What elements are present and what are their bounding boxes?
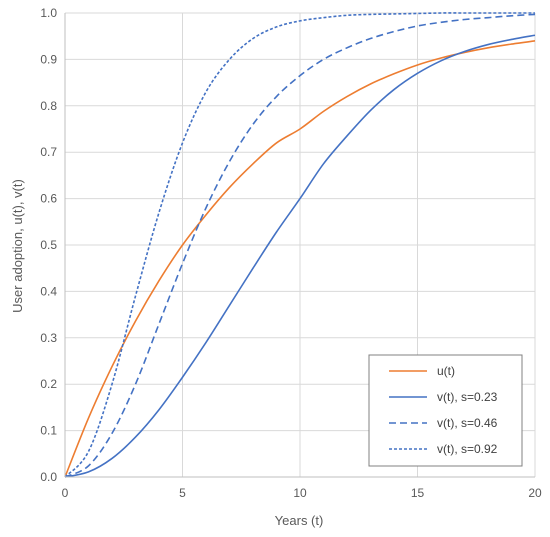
legend: u(t) v(t), s=0.23 v(t), s=0.46 v(t), s=0.92 <box>368 354 523 467</box>
y-tick-label: 1.0 <box>40 6 57 20</box>
x-tick-label: 5 <box>179 486 186 500</box>
y-tick-label: 0.1 <box>40 424 57 438</box>
y-tick-label: 0.2 <box>40 377 57 391</box>
legend-box <box>368 354 523 467</box>
y-tick-label: 0.4 <box>40 284 57 298</box>
y-tick-label: 0.9 <box>40 52 57 66</box>
series-line-4 <box>64 12 535 478</box>
axes <box>64 13 535 478</box>
legend-entry: u(t) <box>437 364 455 378</box>
y-tick-label: 0.7 <box>40 145 57 159</box>
y-tick-label: 0.8 <box>40 99 57 113</box>
x-tick-label: 20 <box>528 486 542 500</box>
y-axis-label: User adoption, u(t), v(t) <box>10 179 25 313</box>
series-line-2 <box>64 34 536 478</box>
legend-entry: v(t), s=0.46 <box>437 416 498 430</box>
legend-entry: v(t), s=0.92 <box>437 442 498 456</box>
tick-labels: 0.0 0.1 0.2 0.3 0.4 0.5 0.6 0.7 0.8 0.9 1.0 0 5 10 15 2… <box>40 6 542 500</box>
x-axis-label: Years (t) <box>275 513 324 528</box>
y-tick-label: 0.3 <box>40 331 57 345</box>
series-line-3 <box>64 13 536 478</box>
y-tick-label: 0.0 <box>40 470 57 484</box>
x-tick-label: 15 <box>411 486 425 500</box>
y-tick-label: 0.5 <box>40 238 57 252</box>
y-tick-label: 0.6 <box>40 192 57 206</box>
legend-entry: v(t), s=0.23 <box>437 390 498 404</box>
x-tick-label: 0 <box>62 486 69 500</box>
x-tick-label: 10 <box>293 486 307 500</box>
series-lines <box>64 12 536 478</box>
